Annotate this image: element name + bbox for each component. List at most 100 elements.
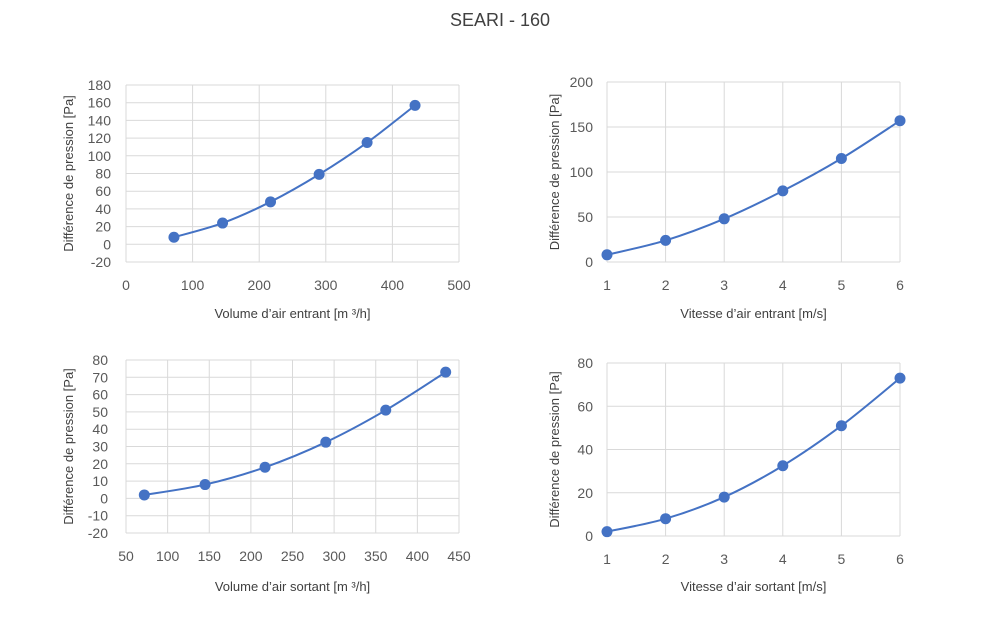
y-axis-label: Différence de pression [Pa] [547, 371, 562, 528]
y-tick-label: 70 [92, 369, 108, 385]
y-tick-label: 0 [100, 490, 108, 506]
data-point [835, 420, 847, 432]
series-line [606, 119, 901, 256]
x-tick-label: 2 [662, 277, 670, 293]
y-axis-label: Différence de pression [Pa] [547, 94, 562, 251]
x-tick-label: 4 [779, 551, 787, 567]
y-tick-label: -20 [91, 254, 111, 270]
data-point [601, 526, 613, 538]
data-point [718, 491, 730, 503]
x-tick-label: 5 [838, 277, 846, 293]
data-point [660, 234, 672, 246]
y-tick-label: 60 [92, 387, 108, 403]
x-tick-label: 500 [447, 277, 471, 293]
series-line [173, 104, 416, 239]
y-tick-label: 0 [103, 236, 111, 252]
x-tick-label: 200 [248, 277, 272, 293]
y-tick-label: 80 [92, 352, 108, 368]
y-tick-label: 100 [570, 164, 594, 180]
x-axis-label: Vitesse d’air sortant [m/s] [681, 579, 827, 594]
x-tick-label: 5 [838, 551, 846, 567]
x-tick-label: 6 [896, 551, 904, 567]
data-point [894, 115, 906, 127]
data-point [409, 99, 421, 111]
x-tick-label: 1 [603, 277, 611, 293]
x-tick-label: 450 [447, 548, 471, 564]
y-tick-label: 160 [88, 95, 112, 111]
y-tick-label: 150 [570, 119, 594, 135]
data-point [168, 231, 180, 243]
x-tick-label: 100 [181, 277, 205, 293]
data-point [259, 461, 271, 473]
series-line [144, 371, 447, 496]
x-tick-label: 300 [322, 548, 346, 564]
page-title: SEARI - 160 [449, 10, 551, 30]
x-tick-label: 0 [122, 277, 130, 293]
data-point [660, 513, 672, 525]
y-tick-label: 10 [92, 473, 108, 489]
data-point [777, 185, 789, 197]
x-tick-label: 50 [118, 548, 134, 564]
data-point [777, 460, 789, 472]
y-tick-label: 120 [88, 130, 112, 146]
y-tick-label: 20 [92, 456, 108, 472]
x-tick-label: 350 [364, 548, 388, 564]
y-tick-label: 40 [95, 201, 111, 217]
x-axis-label: Volume d’air sortant [m ³/h] [215, 579, 370, 594]
x-tick-label: 2 [662, 551, 670, 567]
x-tick-label: 3 [720, 551, 728, 567]
y-tick-label: 20 [577, 485, 593, 501]
y-tick-label: 20 [95, 219, 111, 235]
x-tick-label: 1 [603, 551, 611, 567]
y-tick-label: 40 [577, 442, 593, 458]
chart-2: 0 50 100 150 200 1 2 3 4 5 6 Vitesse d’air entrant … [547, 74, 906, 321]
x-tick-label: 200 [239, 548, 263, 564]
y-tick-label: 140 [88, 112, 112, 128]
data-point [835, 153, 847, 164]
x-tick-label: 150 [198, 548, 222, 564]
x-tick-label: 250 [281, 548, 305, 564]
y-tick-label: 40 [92, 421, 108, 437]
data-point [894, 372, 906, 384]
data-point [265, 196, 277, 208]
data-point [440, 366, 452, 378]
y-tick-label: 200 [570, 74, 594, 90]
y-tick-label: 100 [88, 148, 112, 164]
series-line [606, 377, 901, 533]
y-tick-label: 180 [88, 77, 112, 93]
data-point [380, 404, 392, 416]
y-tick-label: 60 [577, 398, 593, 414]
x-axis-label: Vitesse d’air entrant [m/s] [680, 306, 826, 321]
y-tick-label: -20 [88, 525, 108, 541]
y-axis-label: Différence de pression [Pa] [61, 368, 76, 525]
data-point [138, 489, 150, 501]
y-tick-label: 80 [95, 166, 111, 182]
y-tick-label: 50 [577, 209, 593, 225]
x-tick-label: 300 [314, 277, 338, 293]
data-point [217, 217, 229, 229]
data-point [718, 213, 730, 225]
data-point [601, 249, 613, 261]
x-tick-label: 100 [156, 548, 180, 564]
y-tick-label: -10 [88, 508, 108, 524]
x-tick-label: 4 [779, 277, 787, 293]
x-tick-label: 400 [381, 277, 405, 293]
y-tick-label: 80 [577, 355, 593, 371]
y-tick-label: 0 [585, 254, 593, 270]
chart-4: 0 20 40 60 80 1 2 3 4 5 6 Vitesse d’air sortant [m/… [547, 355, 906, 594]
data-point [313, 168, 325, 180]
x-tick-label: 6 [896, 277, 904, 293]
x-tick-label: 400 [406, 548, 430, 564]
y-tick-label: 50 [92, 404, 108, 420]
x-axis-label: Volume d’air entrant [m ³/h] [214, 306, 370, 321]
data-point [320, 436, 332, 448]
y-tick-label: 60 [95, 183, 111, 199]
y-tick-label: 0 [585, 528, 593, 544]
data-point [199, 479, 211, 491]
y-tick-label: 30 [92, 439, 108, 455]
y-axis-label: Différence de pression [Pa] [61, 95, 76, 252]
x-tick-label: 3 [720, 277, 728, 293]
